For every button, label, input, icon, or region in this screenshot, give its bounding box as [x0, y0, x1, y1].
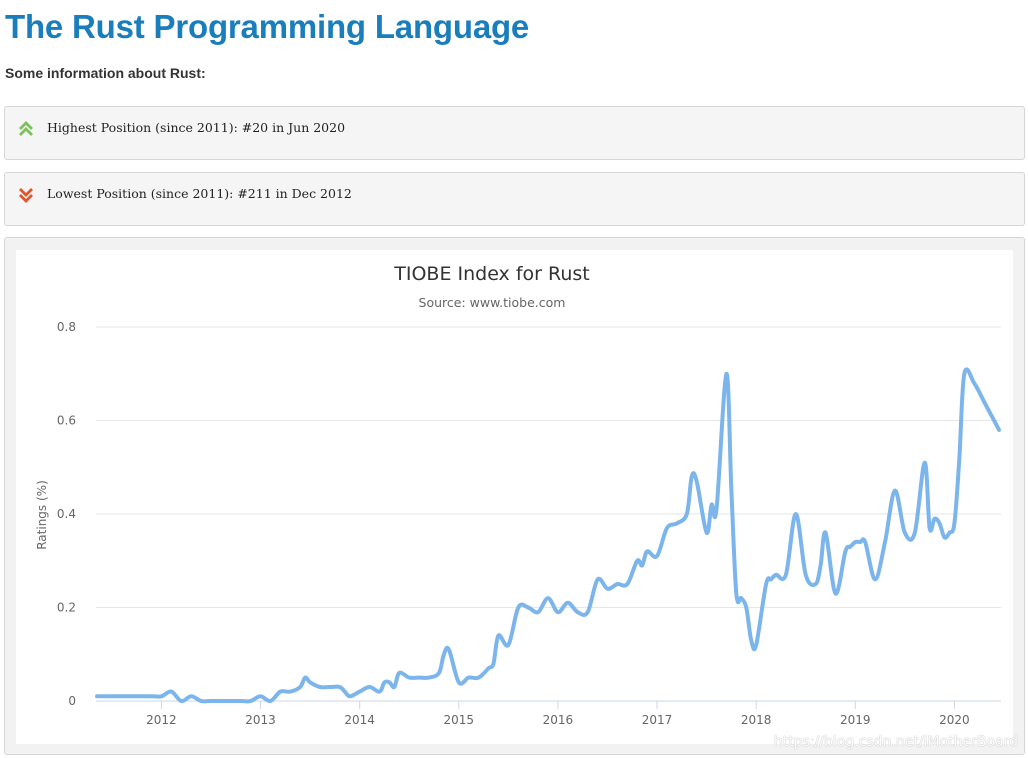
x-tick-label: 2013 — [245, 713, 276, 727]
x-tick-label: 2015 — [444, 713, 475, 727]
chart-title: TIOBE Index for Rust — [393, 263, 590, 285]
watermark-text: https://blog.csdn.net/iMotherBoard — [773, 734, 1018, 750]
x-tick-label: 2019 — [840, 713, 871, 727]
tiobe-chart: TIOBE Index for Rust Source: www.tiobe.c… — [35, 263, 1001, 727]
lowest-position-box: Lowest Position (since 2011): #211 in De… — [4, 172, 1025, 226]
y-tick-label: 0.8 — [57, 320, 76, 334]
chart-subtitle: Source: www.tiobe.com — [419, 295, 566, 310]
x-tick-label: 2014 — [344, 713, 375, 727]
page-title: The Rust Programming Language — [5, 8, 530, 45]
double-chevron-down-icon — [19, 188, 33, 203]
x-tick-label: 2016 — [543, 713, 574, 727]
y-tick-label: 0 — [68, 694, 76, 708]
x-tick-label: 2017 — [642, 713, 673, 727]
x-tick-label: 2018 — [741, 713, 772, 727]
rust-rating-series-line — [95, 367, 1001, 704]
y-tick-label: 0.4 — [57, 507, 76, 521]
chart-card: TIOBE Index for Rust Source: www.tiobe.c… — [16, 250, 1013, 744]
highest-position-box: Highest Position (since 2011): #20 in Ju… — [4, 106, 1025, 160]
y-tick-label: 0.2 — [57, 601, 76, 615]
y-axis-title: Ratings (%) — [35, 480, 49, 550]
x-tick-label: 2012 — [146, 713, 177, 727]
chart-panel: TIOBE Index for Rust Source: www.tiobe.c… — [4, 237, 1025, 755]
double-chevron-up-icon — [19, 121, 33, 136]
lowest-position-text: Lowest Position (since 2011): #211 in De… — [47, 186, 352, 201]
highest-position-text: Highest Position (since 2011): #20 in Ju… — [47, 120, 346, 135]
intro-text: Some information about Rust: — [5, 65, 206, 81]
x-tick-label: 2020 — [939, 713, 970, 727]
y-tick-label: 0.6 — [57, 414, 76, 428]
